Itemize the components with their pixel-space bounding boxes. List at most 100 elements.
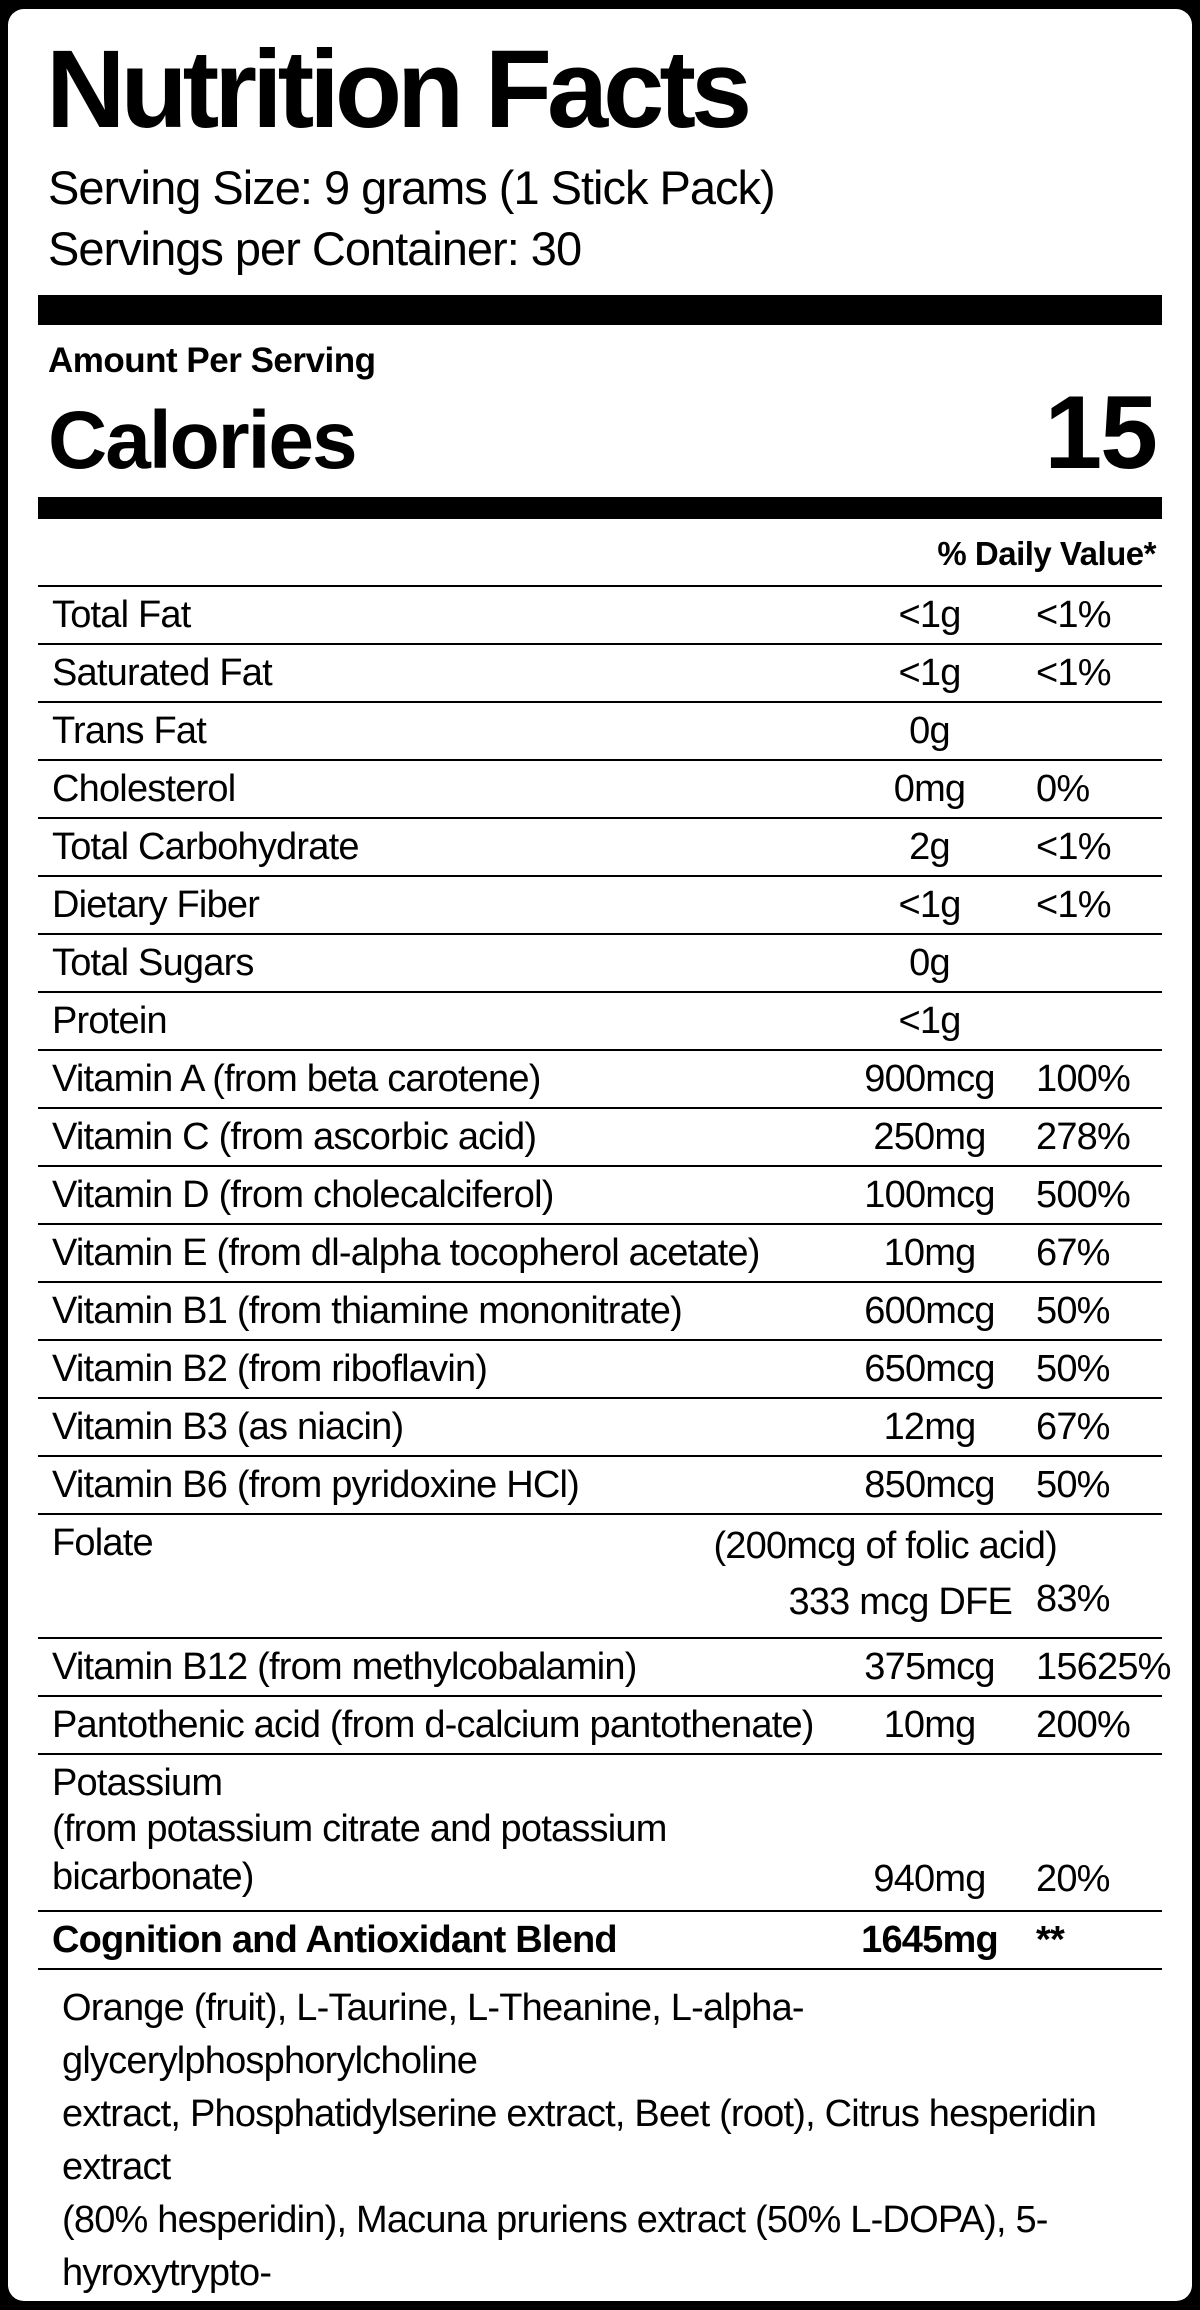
calories-value: 15 (1044, 375, 1158, 492)
blend-description-line: Orange (fruit), L-Taurine, L-Theanine, L… (62, 1986, 805, 2082)
nutrition-label: Nutrition Facts Serving Size: 9 grams (1… (8, 9, 1192, 2301)
table-row: Total Sugars 0g (38, 932, 1162, 991)
nutrient-dv: 67% (1036, 1405, 1110, 1448)
nutrient-dv: 15625% (1036, 1645, 1171, 1688)
table-row: Vitamin C (from ascorbic acid) 250mg 278% (38, 1106, 1162, 1165)
nutrient-dv: 100% (1036, 1057, 1131, 1100)
nutrient-label-line1: Potassium (52, 1761, 223, 1804)
table-row: Folate (200mcg of folic acid) 333 mcg DFE 8… (38, 1512, 1162, 1637)
calories-label: Calories (48, 395, 358, 487)
nutrient-label: Vitamin E (from dl-alpha tocopherol acet… (52, 1231, 760, 1274)
nutrient-dv: <1% (1036, 651, 1112, 694)
folate-line2: 333 mcg DFE 83% (38, 1577, 1162, 1627)
nutrient-dv: 50% (1036, 1347, 1110, 1390)
nutrient-table: Total Fat <1g <1% Saturated Fat <1g <1% Trans … (38, 584, 1171, 2301)
nutrient-label: Vitamin B1 (from thiamine mononitrate) (52, 1289, 683, 1332)
nutrient-label: Protein (52, 999, 168, 1042)
folate-line1: Folate (200mcg of folic acid) (38, 1521, 1162, 1571)
nutrient-label: Dietary Fiber (52, 883, 260, 926)
label-title: Nutrition Facts (46, 28, 752, 151)
table-row: Potassium (from potassium citrate and pot… (38, 1752, 1162, 1910)
nutrient-label: Vitamin D (from cholecalciferol) (52, 1173, 554, 1216)
table-row: Orange (fruit), L-Taurine, L-Theanine, L… (38, 1967, 1162, 2301)
folate-note: (200mcg of folic acid) (713, 1524, 1057, 1567)
nutrient-dv: 50% (1036, 1463, 1110, 1506)
nutrient-dv: <1% (1036, 593, 1112, 636)
table-row: Pantothenic acid (from d-calcium pantoth… (38, 1694, 1162, 1753)
nutrient-dv: 200% (1036, 1703, 1131, 1746)
nutrient-label: Potassium (from potassium citrate and pot… (38, 1761, 847, 1901)
nutrient-dv: <1% (1036, 883, 1112, 926)
blend-description-line: extract, Phosphatidylserine extract, Bee… (62, 2092, 1097, 2188)
nutrient-amount: 1645mg (861, 1918, 999, 1961)
nutrient-amount: 2g (909, 825, 950, 868)
nutrient-label: Vitamin B2 (from riboflavin) (52, 1347, 488, 1390)
nutrient-label: Pantothenic acid (from d-calcium pantoth… (52, 1703, 814, 1746)
nutrient-label: Total Sugars (52, 941, 254, 984)
nutrient-dv: 278% (1036, 1115, 1131, 1158)
serving-size: Serving Size: 9 grams (1 Stick Pack) (48, 161, 776, 215)
nutrient-amount: <1g (898, 651, 961, 694)
nutrient-dv: 500% (1036, 1173, 1131, 1216)
nutrient-dv: 83% (1036, 1577, 1110, 1620)
table-row: Vitamin E (from dl-alpha tocopherol acet… (38, 1222, 1162, 1281)
nutrient-label: Total Carbohydrate (52, 825, 359, 868)
nutrient-label: Trans Fat (52, 709, 207, 752)
table-row: Trans Fat 0g (38, 700, 1162, 759)
nutrient-amount: 12mg (883, 1405, 977, 1448)
nutrient-dv: 50% (1036, 1289, 1110, 1332)
nutrient-amount: 0mg (893, 767, 966, 810)
servings-per-container: Servings per Container: 30 (48, 222, 582, 276)
nutrient-label: Cholesterol (52, 767, 236, 810)
nutrient-label: Vitamin B12 (from methylcobalamin) (52, 1645, 637, 1688)
nutrient-amount: 650mcg (864, 1347, 995, 1390)
nutrient-amount: 333 mcg DFE (788, 1580, 1012, 1623)
nutrient-amount: 375mcg (864, 1645, 995, 1688)
daily-value-header: % Daily Value* (937, 534, 1156, 572)
nutrient-label: Vitamin B6 (from pyridoxine HCl) (52, 1463, 580, 1506)
nutrient-amount: 250mg (873, 1115, 986, 1158)
blend-description-line: (80% hesperidin), Macuna pruriens extrac… (62, 2198, 1048, 2294)
nutrient-dv: 0% (1036, 767, 1090, 810)
table-row: Vitamin B6 (from pyridoxine HCl) 850mcg 50… (38, 1454, 1162, 1513)
nutrient-amount: <1g (898, 883, 961, 926)
table-row: Saturated Fat <1g <1% (38, 642, 1162, 701)
table-row: Total Carbohydrate 2g <1% (38, 816, 1162, 875)
nutrient-label: Folate (52, 1521, 154, 1564)
nutrient-amount: <1g (898, 593, 961, 636)
amount-per-serving-label: Amount Per Serving (48, 341, 376, 381)
nutrient-label: Saturated Fat (52, 651, 273, 694)
nutrient-label: Vitamin A (from beta carotene) (52, 1057, 541, 1100)
nutrient-amount: 850mcg (864, 1463, 995, 1506)
table-row: Vitamin A (from beta carotene) 900mcg 100% (38, 1048, 1162, 1107)
nutrient-amount: 600mcg (864, 1289, 995, 1332)
thick-divider-mid (38, 496, 1162, 519)
nutrient-amount: 10mg (883, 1231, 977, 1274)
nutrient-amount: 10mg (883, 1703, 977, 1746)
nutrient-amount: <1g (898, 999, 961, 1042)
nutrient-label: Vitamin B3 (as niacin) (52, 1405, 404, 1448)
nutrient-amount: 100mcg (864, 1173, 995, 1216)
nutrient-amount: 900mcg (864, 1057, 995, 1100)
table-row: Dietary Fiber <1g <1% (38, 874, 1162, 933)
nutrient-dv: ** (1036, 1918, 1065, 1961)
nutrient-amount: 940mg (873, 1857, 986, 1900)
table-row: Vitamin B2 (from riboflavin) 650mcg 50% (38, 1338, 1162, 1397)
nutrient-amount: 0g (909, 941, 950, 984)
nutrient-amount: 0g (909, 709, 950, 752)
table-row: Total Fat <1g <1% (38, 584, 1162, 643)
nutrient-label: Vitamin C (from ascorbic acid) (52, 1115, 537, 1158)
nutrient-label-line2: (from potassium citrate and potassium bi… (52, 1807, 667, 1898)
nutrient-label: Total Fat (52, 593, 191, 636)
table-row: Vitamin B1 (from thiamine mononitrate) 60… (38, 1280, 1162, 1339)
calories-row: Calories 15 (48, 375, 1158, 492)
table-row: Vitamin B12 (from methylcobalamin) 375mcg… (38, 1636, 1171, 1695)
nutrient-dv: 20% (1036, 1857, 1110, 1900)
table-row: Cholesterol 0mg 0% (38, 758, 1162, 817)
table-row: Vitamin B3 (as niacin) 12mg 67% (38, 1396, 1162, 1455)
table-row: Cognition and Antioxidant Blend 1645mg ** (38, 1909, 1162, 1968)
nutrient-label: Cognition and Antioxidant Blend (52, 1918, 618, 1961)
table-row: Vitamin D (from cholecalciferol) 100mcg 50… (38, 1164, 1162, 1223)
table-row: Protein <1g (38, 990, 1162, 1049)
thick-divider-top (38, 295, 1162, 326)
